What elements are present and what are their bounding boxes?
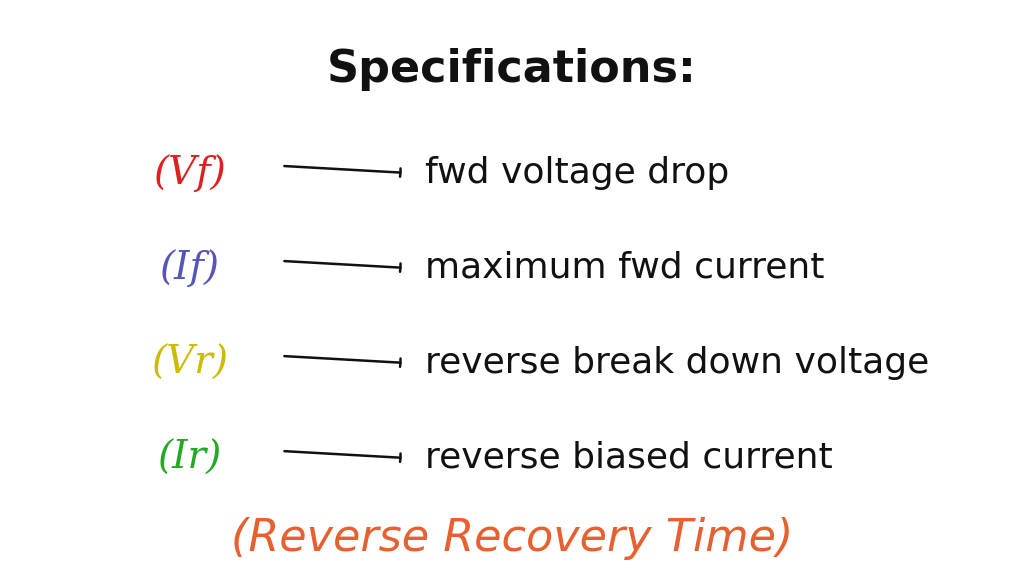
Text: (Reverse Recovery Time): (Reverse Recovery Time) <box>230 517 794 560</box>
Text: (Ir): (Ir) <box>158 439 221 476</box>
Text: (If): (If) <box>160 249 219 287</box>
Text: fwd voltage drop: fwd voltage drop <box>425 156 729 190</box>
Text: (Vf): (Vf) <box>153 154 226 192</box>
Text: Specifications:: Specifications: <box>327 48 697 90</box>
Text: reverse break down voltage: reverse break down voltage <box>425 346 929 380</box>
Text: reverse biased current: reverse biased current <box>425 441 833 475</box>
Text: (Vr): (Vr) <box>151 344 228 381</box>
Text: maximum fwd current: maximum fwd current <box>425 251 824 285</box>
